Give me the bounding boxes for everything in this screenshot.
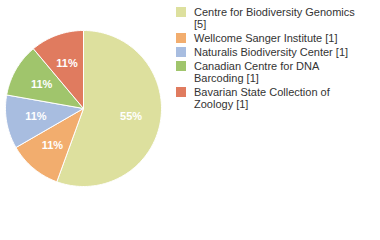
html-text:Canadian Centre for DNA Barcod: Canadian Centre for DNA Barcoding [1] — [194, 60, 319, 84]
html-text:Bavarian State Collection of Z: Bavarian State Collection of Zoology [1] — [194, 86, 330, 110]
svg-text:11%: 11% — [56, 57, 78, 69]
svg-text:55%: 55% — [120, 110, 142, 122]
svg-text:11%: 11% — [25, 110, 47, 122]
svg-text:11%: 11% — [42, 139, 64, 151]
html-text:Naturalis Biodiversity Center: Naturalis Biodiversity Center [1] — [194, 46, 349, 58]
html-text:Wellcome Sanger Institute [1]: Wellcome Sanger Institute [1] — [194, 32, 338, 44]
html-text:Centre for Biodiversity Genomi: Centre for Biodiversity Genomics [5] — [194, 6, 355, 30]
svg-text:11%: 11% — [31, 78, 53, 90]
